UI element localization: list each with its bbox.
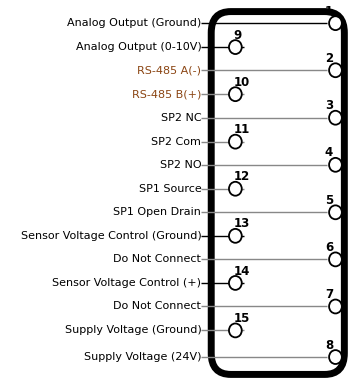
Text: Do Not Connect: Do Not Connect	[113, 301, 201, 312]
Circle shape	[329, 252, 342, 266]
Circle shape	[329, 350, 342, 364]
Circle shape	[329, 158, 342, 172]
FancyBboxPatch shape	[211, 12, 344, 374]
Text: 11: 11	[234, 123, 250, 136]
Text: 15: 15	[234, 312, 250, 325]
Circle shape	[229, 40, 242, 54]
Text: 2: 2	[325, 52, 333, 65]
Circle shape	[329, 63, 342, 77]
Text: SP2 NO: SP2 NO	[160, 160, 201, 170]
Text: 9: 9	[234, 29, 242, 42]
Text: SP1 Open Drain: SP1 Open Drain	[113, 207, 201, 217]
Text: 8: 8	[325, 339, 333, 352]
Text: 12: 12	[234, 170, 250, 183]
Text: Do Not Connect: Do Not Connect	[113, 254, 201, 264]
Circle shape	[229, 229, 242, 243]
Text: SP2 Com: SP2 Com	[152, 137, 201, 147]
Text: Sensor Voltage Control (+): Sensor Voltage Control (+)	[52, 278, 201, 288]
Circle shape	[329, 16, 342, 30]
Circle shape	[229, 135, 242, 149]
Text: 3: 3	[325, 99, 333, 112]
Text: 10: 10	[234, 76, 250, 89]
Text: RS-485 B(+): RS-485 B(+)	[132, 89, 201, 99]
Circle shape	[229, 87, 242, 101]
Text: Supply Voltage (Ground): Supply Voltage (Ground)	[65, 325, 201, 335]
Text: SP2 NC: SP2 NC	[161, 113, 201, 123]
Text: Supply Voltage (24V): Supply Voltage (24V)	[84, 352, 201, 362]
Circle shape	[229, 276, 242, 290]
Text: Analog Output (Ground): Analog Output (Ground)	[67, 18, 201, 28]
Text: 14: 14	[234, 264, 250, 278]
Text: Sensor Voltage Control (Ground): Sensor Voltage Control (Ground)	[21, 231, 201, 241]
Circle shape	[329, 111, 342, 125]
Text: 13: 13	[234, 217, 250, 230]
Text: 1: 1	[325, 5, 333, 18]
Text: 7: 7	[325, 288, 333, 301]
Text: 4: 4	[325, 146, 333, 159]
Text: 6: 6	[325, 241, 333, 254]
Circle shape	[229, 323, 242, 337]
Text: 5: 5	[325, 194, 333, 207]
Circle shape	[329, 205, 342, 219]
Text: RS-485 A(-): RS-485 A(-)	[137, 65, 201, 75]
Text: SP1 Source: SP1 Source	[138, 184, 201, 194]
Text: Analog Output (0-10V): Analog Output (0-10V)	[76, 42, 201, 52]
Circle shape	[329, 300, 342, 313]
Circle shape	[229, 182, 242, 196]
